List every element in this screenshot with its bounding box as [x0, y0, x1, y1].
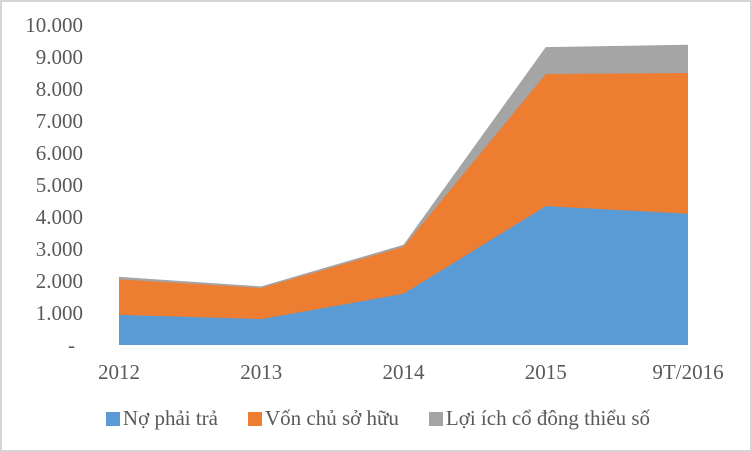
y-axis-tick-label: 3.000 [35, 237, 83, 261]
y-axis-tick-label: 8.000 [35, 77, 83, 101]
y-axis-tick-label: 2.000 [35, 269, 83, 293]
x-axis-tick-label: 9T/2016 [652, 360, 724, 384]
x-axis-tick-label: 2012 [98, 360, 140, 384]
x-axis-tick-label: 2013 [240, 360, 283, 384]
y-axis-tick-label: 6.000 [35, 141, 83, 165]
legend-swatch-icon [105, 411, 120, 426]
legend: Nợ phải trả Vốn chủ sở hữu Lợi ích cổ đông… [2, 406, 750, 431]
y-axis-tick-label: 5.000 [35, 173, 83, 197]
legend-item: Nợ phải trả [105, 406, 218, 431]
legend-item: Lợi ích cổ đông thiểu số [428, 406, 651, 431]
legend-label: Nợ phải trả [122, 406, 218, 430]
y-axis-tick-label: 10.000 [25, 13, 83, 37]
x-axis-tick-label: 2015 [524, 360, 567, 384]
y-axis-tick-label: 9.000 [35, 45, 83, 69]
y-axis-tick-label: 7.000 [35, 109, 83, 133]
y-axis-tick-label: 1.000 [35, 301, 83, 325]
legend-label: Lợi ích cổ đông thiểu số [445, 406, 651, 430]
y-axis-tick-label: 4.000 [35, 205, 83, 229]
x-axis-tick-label: 2014 [382, 360, 425, 384]
legend-label: Vốn chủ sở hữu [265, 406, 399, 430]
y-axis-tick-label: - [68, 333, 75, 357]
legend-item: Vốn chủ sở hữu [248, 406, 399, 431]
area-series-nợ-phải-trả [119, 206, 688, 345]
legend-swatch-icon [248, 411, 262, 426]
legend-swatch-icon [428, 411, 443, 426]
